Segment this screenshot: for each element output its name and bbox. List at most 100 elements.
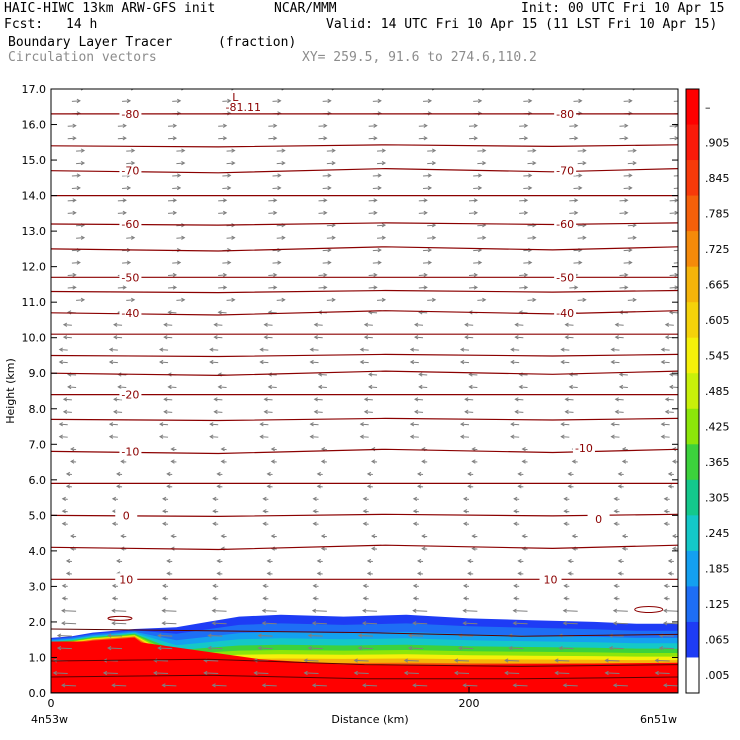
wind-vector-head bbox=[562, 621, 567, 626]
wind-vector bbox=[663, 684, 678, 687]
low-marker: L bbox=[232, 91, 239, 104]
y-tick-label: 5.0 bbox=[29, 509, 47, 522]
wind-vector-head bbox=[213, 397, 218, 402]
wind-vector-head bbox=[62, 409, 68, 414]
wind-vector bbox=[168, 137, 177, 140]
wind-vector-head bbox=[414, 409, 419, 414]
wind-vector-head bbox=[523, 272, 529, 278]
fcst-hours: 14 h bbox=[66, 17, 98, 32]
wind-vector bbox=[611, 349, 620, 351]
wind-vector bbox=[408, 635, 424, 637]
wind-vector bbox=[214, 336, 223, 339]
wind-vector-head bbox=[266, 558, 271, 564]
tracer-core bbox=[51, 641, 678, 693]
wind-vector bbox=[519, 137, 528, 140]
wind-vector-head bbox=[317, 384, 323, 390]
wind-vector-head bbox=[368, 384, 373, 390]
wind-vector bbox=[623, 261, 632, 264]
wind-vector-head bbox=[120, 534, 125, 539]
wind-vector bbox=[527, 150, 536, 152]
wind-vector-head bbox=[363, 335, 369, 340]
wind-vector bbox=[268, 137, 277, 140]
wind-vector-head bbox=[216, 471, 221, 477]
wind-vector-head bbox=[257, 645, 262, 651]
wind-vector bbox=[519, 386, 528, 388]
wind-vector-head bbox=[217, 310, 222, 315]
isotherm-line bbox=[51, 167, 678, 174]
wind-vector-head bbox=[431, 235, 437, 240]
wind-vector bbox=[304, 672, 319, 674]
vectors-label: Circulation vectors bbox=[8, 50, 157, 65]
wind-vector-head bbox=[604, 670, 609, 676]
wind-vector bbox=[103, 672, 118, 674]
wind-vector bbox=[410, 361, 419, 364]
wind-vector bbox=[511, 361, 520, 364]
contour-label: -60 bbox=[556, 218, 574, 231]
wind-vector-head bbox=[52, 670, 57, 676]
wind-vector bbox=[118, 386, 127, 388]
wind-vector bbox=[577, 299, 586, 301]
wind-vector-head bbox=[211, 683, 216, 688]
wind-vector bbox=[422, 174, 432, 177]
contour-label-bg bbox=[554, 107, 577, 119]
wind-vector bbox=[561, 436, 570, 438]
wind-vector-head bbox=[613, 496, 618, 501]
wind-vector bbox=[665, 398, 674, 401]
wind-vector bbox=[260, 436, 269, 438]
wind-vector-head bbox=[172, 136, 178, 141]
wind-vector bbox=[511, 436, 520, 438]
wind-vector-head bbox=[76, 260, 81, 265]
wind-vector-head bbox=[357, 645, 363, 651]
wind-vector-head bbox=[222, 285, 228, 290]
colorbar-label: .005 bbox=[705, 669, 730, 682]
wind-vector-head bbox=[513, 521, 518, 526]
wind-vector bbox=[573, 100, 582, 102]
wind-vector bbox=[360, 436, 369, 438]
wind-vector-head bbox=[624, 210, 629, 215]
wind-vector-head bbox=[277, 173, 282, 178]
wind-vector bbox=[71, 249, 80, 252]
wind-vector bbox=[218, 274, 227, 277]
wind-vector bbox=[427, 299, 436, 301]
wind-vector-head bbox=[161, 683, 166, 688]
wind-vector-head bbox=[273, 198, 278, 203]
wind-vector bbox=[368, 137, 377, 140]
wind-vector bbox=[204, 672, 219, 674]
wind-vector-head bbox=[513, 496, 518, 501]
colorbar-label: .725 bbox=[705, 243, 730, 256]
wind-vector bbox=[615, 411, 624, 413]
wind-vector-head bbox=[467, 484, 472, 489]
y-tick-label: 2.0 bbox=[29, 616, 47, 629]
wind-vector bbox=[577, 162, 586, 165]
wind-vector bbox=[67, 199, 76, 202]
wind-vector bbox=[168, 286, 177, 289]
wind-vector bbox=[162, 684, 177, 687]
wind-vector bbox=[627, 162, 636, 165]
wind-vector bbox=[565, 398, 574, 401]
wind-vector-head bbox=[371, 446, 376, 452]
wind-vector-head bbox=[621, 534, 627, 539]
wind-vector-head bbox=[181, 148, 186, 153]
wind-vector bbox=[364, 398, 373, 401]
wind-vector-head bbox=[462, 683, 467, 688]
wind-vector-head bbox=[462, 583, 468, 589]
wind-vector-head bbox=[563, 583, 568, 589]
wind-vector-head bbox=[61, 683, 66, 688]
wind-vector bbox=[377, 162, 386, 165]
wind-vector-head bbox=[323, 272, 328, 278]
wind-vector-head bbox=[663, 509, 668, 514]
wind-vector bbox=[515, 336, 524, 339]
wind-vector bbox=[414, 411, 424, 413]
wind-vector bbox=[63, 336, 72, 339]
wind-vector bbox=[619, 199, 628, 202]
wind-vector-head bbox=[323, 285, 328, 290]
wind-vector-head bbox=[62, 322, 68, 327]
closed-contour bbox=[107, 615, 133, 621]
wind-vector-head bbox=[277, 98, 282, 104]
wind-vector-head bbox=[664, 397, 670, 402]
field-units: (fraction) bbox=[218, 35, 297, 50]
wind-vector bbox=[318, 386, 327, 388]
wind-vector-head bbox=[409, 347, 415, 352]
wind-vector bbox=[611, 423, 620, 426]
wind-vector bbox=[468, 199, 478, 202]
